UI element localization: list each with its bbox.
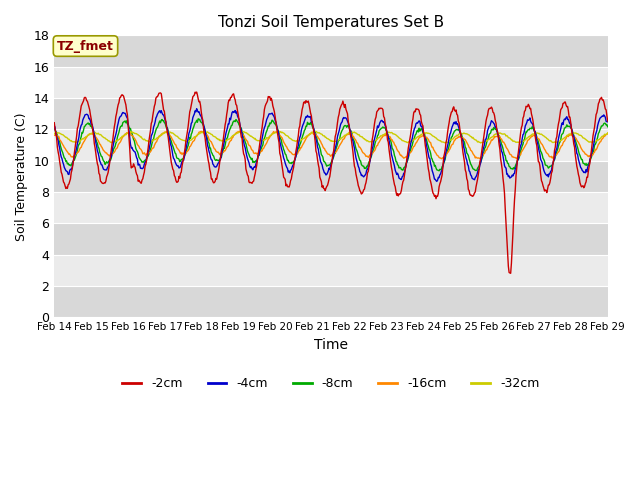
Bar xyxy=(54,286,607,317)
X-axis label: Time: Time xyxy=(314,337,348,351)
Bar xyxy=(54,192,607,223)
Bar xyxy=(54,223,607,254)
Bar xyxy=(54,254,607,286)
Bar xyxy=(54,98,607,129)
Bar xyxy=(54,36,607,67)
Y-axis label: Soil Temperature (C): Soil Temperature (C) xyxy=(15,112,28,240)
Title: Tonzi Soil Temperatures Set B: Tonzi Soil Temperatures Set B xyxy=(218,15,444,30)
Bar xyxy=(54,161,607,192)
Bar xyxy=(54,129,607,161)
Legend: -2cm, -4cm, -8cm, -16cm, -32cm: -2cm, -4cm, -8cm, -16cm, -32cm xyxy=(117,372,545,396)
Bar xyxy=(54,67,607,98)
Text: TZ_fmet: TZ_fmet xyxy=(57,39,114,53)
